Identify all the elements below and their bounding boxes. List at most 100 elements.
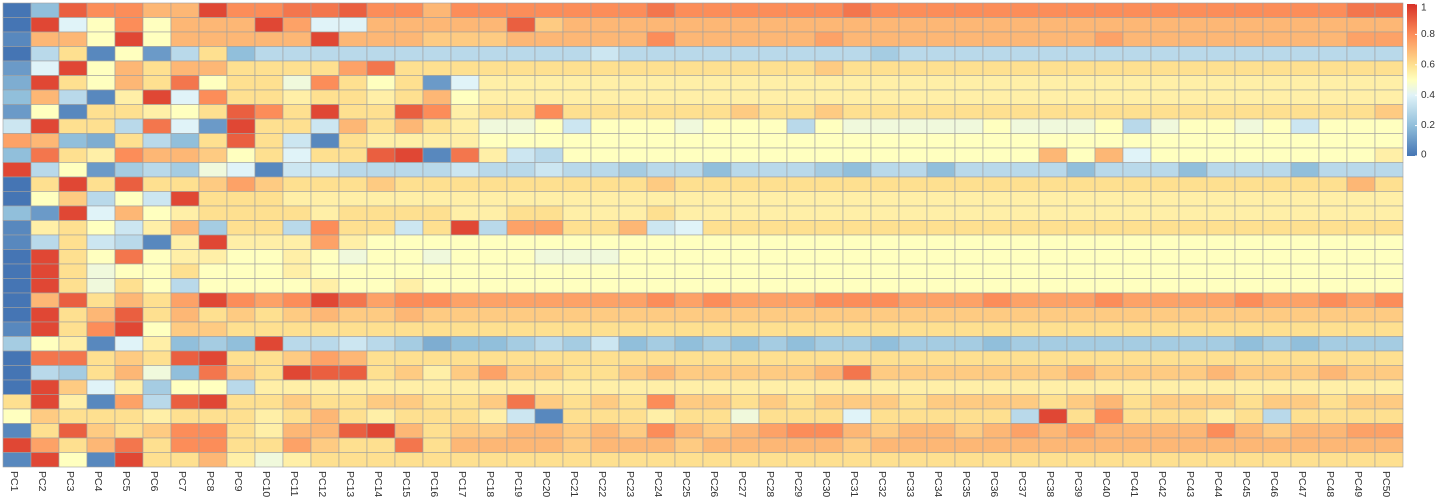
- heatmap-cell: [506, 133, 536, 149]
- heatmap-cell: [814, 452, 844, 468]
- heatmap-cell: [814, 46, 844, 62]
- heatmap-cell: [758, 234, 788, 250]
- heatmap-cell: [730, 147, 760, 163]
- heatmap-cell: [198, 365, 228, 381]
- heatmap-cell: [58, 278, 88, 294]
- heatmap-cell: [30, 321, 60, 337]
- heatmap-cell: [254, 162, 284, 178]
- heatmap-cell: [282, 408, 312, 424]
- heatmap-cell: [842, 379, 872, 395]
- heatmap-cell: [758, 89, 788, 105]
- heatmap-cell: [590, 31, 620, 47]
- heatmap-cell: [1150, 234, 1180, 250]
- heatmap-cell: [450, 46, 480, 62]
- heatmap-cell: [1038, 350, 1068, 366]
- heatmap-cell: [842, 437, 872, 453]
- heatmap-cell: [534, 191, 564, 207]
- heatmap-cell: [1290, 60, 1320, 76]
- heatmap-cell: [1206, 263, 1236, 279]
- heatmap-cell: [1290, 2, 1320, 18]
- heatmap-cell: [1290, 31, 1320, 47]
- heatmap-cell: [366, 423, 396, 439]
- heatmap-cell: [1318, 17, 1348, 33]
- heatmap-cell: [1178, 89, 1208, 105]
- heatmap-cell: [1206, 336, 1236, 352]
- heatmap-cell: [702, 350, 732, 366]
- heatmap-cell: [338, 2, 368, 18]
- heatmap-cell: [366, 292, 396, 308]
- heatmap-cell: [618, 292, 648, 308]
- heatmap-cell: [478, 191, 508, 207]
- heatmap-cell: [2, 423, 32, 439]
- heatmap-cell: [702, 147, 732, 163]
- heatmap-cell: [1122, 350, 1152, 366]
- heatmap-cell: [1346, 365, 1376, 381]
- heatmap-cell: [870, 336, 900, 352]
- heatmap-cell: [422, 452, 452, 468]
- heatmap-cell: [338, 263, 368, 279]
- heatmap-cell: [1150, 423, 1180, 439]
- heatmap-cell: [58, 365, 88, 381]
- heatmap-cell: [646, 133, 676, 149]
- heatmap-cell: [702, 75, 732, 91]
- heatmap-cell: [1262, 220, 1292, 236]
- heatmap-cell: [1234, 104, 1264, 120]
- heatmap-cell: [1038, 162, 1068, 178]
- heatmap-cell: [198, 307, 228, 323]
- heatmap-cell: [226, 336, 256, 352]
- heatmap-cell: [534, 2, 564, 18]
- heatmap-cell: [562, 205, 592, 221]
- heatmap-cell: [982, 394, 1012, 410]
- heatmap-cell: [422, 118, 452, 134]
- heatmap-cell: [1318, 220, 1348, 236]
- heatmap-cell: [646, 176, 676, 192]
- heatmap-cell: [1178, 365, 1208, 381]
- heatmap-cell: [366, 365, 396, 381]
- heatmap-cell: [142, 118, 172, 134]
- heatmap-cell: [506, 437, 536, 453]
- heatmap-cell: [1290, 234, 1320, 250]
- heatmap-cell: [170, 249, 200, 265]
- heatmap-cell: [730, 452, 760, 468]
- heatmap-cell: [478, 220, 508, 236]
- heatmap-cell: [646, 75, 676, 91]
- heatmap-cell: [114, 408, 144, 424]
- heatmap-cell: [1122, 205, 1152, 221]
- heatmap-cell: [198, 89, 228, 105]
- heatmap-cell: [254, 336, 284, 352]
- heatmap-cell: [366, 31, 396, 47]
- heatmap-cell: [282, 379, 312, 395]
- heatmap-cell: [1346, 31, 1376, 47]
- column-label: PC48: [1324, 471, 1336, 497]
- heatmap-cell: [1262, 147, 1292, 163]
- heatmap-cell: [1150, 307, 1180, 323]
- heatmap-cell: [1038, 60, 1068, 76]
- heatmap-cell: [590, 176, 620, 192]
- heatmap-cell: [30, 133, 60, 149]
- heatmap-cell: [1346, 89, 1376, 105]
- heatmap-cell: [674, 249, 704, 265]
- heatmap-cell: [870, 2, 900, 18]
- heatmap-cell: [450, 2, 480, 18]
- heatmap-cell: [254, 104, 284, 120]
- heatmap-cell: [1290, 75, 1320, 91]
- heatmap-cell: [674, 321, 704, 337]
- heatmap-cell: [674, 133, 704, 149]
- heatmap-cell: [170, 31, 200, 47]
- heatmap-cell: [1010, 437, 1040, 453]
- heatmap-cell: [58, 191, 88, 207]
- heatmap-cell: [1010, 104, 1040, 120]
- heatmap-cell: [618, 278, 648, 294]
- heatmap-cell: [982, 423, 1012, 439]
- heatmap-cell: [170, 2, 200, 18]
- heatmap-cell: [646, 307, 676, 323]
- heatmap-cell: [814, 379, 844, 395]
- heatmap-cell: [982, 321, 1012, 337]
- column-label: PC41: [1128, 471, 1140, 497]
- heatmap-cell: [1178, 350, 1208, 366]
- heatmap-cell: [366, 263, 396, 279]
- heatmap-cell: [1178, 249, 1208, 265]
- heatmap-cell: [1066, 307, 1096, 323]
- heatmap-cell: [254, 278, 284, 294]
- heatmap-cell: [646, 234, 676, 250]
